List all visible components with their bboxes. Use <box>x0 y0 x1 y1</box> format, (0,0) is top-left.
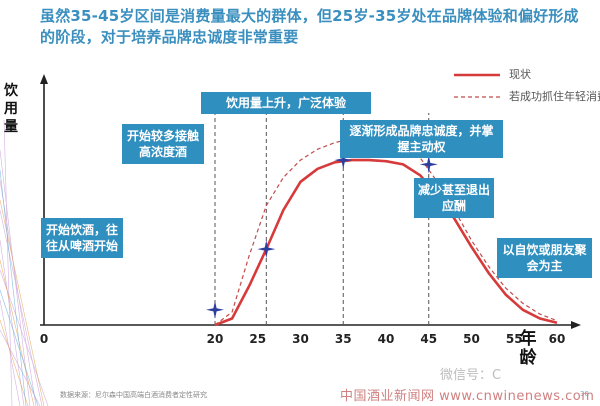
x-tick-label-60: 60 <box>549 332 566 346</box>
x-tick-label-55: 55 <box>506 332 523 346</box>
annotation-brand-loyalty: 逐渐形成品牌忠诚度，并掌握主动权 <box>340 120 503 158</box>
data-point-star-2 <box>257 240 276 259</box>
data-source-note: 数据来源：尼尔森中国高端白酒消费者定性研究 <box>60 391 207 399</box>
annotation-self-drinking: 以自饮或朋友聚会为主 <box>497 238 592 278</box>
page-number: 30 <box>580 390 589 398</box>
annotation-reduce-socializing: 减少甚至退出应酬 <box>414 178 494 218</box>
data-point-star-4 <box>419 155 438 174</box>
x-tick-label-30: 30 <box>292 332 309 346</box>
site-watermark: 中国酒业新闻网 www.cnwinenews.com <box>340 389 595 404</box>
y-axis-arrow <box>40 74 48 84</box>
legend-label-target: 若成功抓住年轻消费者后 <box>509 90 600 103</box>
annotation-start-drinking: 开始饮酒，往往从啤酒开始 <box>41 218 123 258</box>
y-axis-label: 饮用量 <box>4 83 18 135</box>
x-tick-label-50: 50 <box>463 332 480 346</box>
x-tick-label-25: 25 <box>249 332 266 346</box>
x-tick-label-40: 40 <box>378 332 395 346</box>
legend-swatch-current <box>454 73 500 77</box>
annotation-consumption-rise: 饮用量上升，广泛体验 <box>201 92 371 114</box>
slide-title: 虽然35-45岁区间是消费量最大的群体，但25岁-35岁处在品牌体验和偏好形成的… <box>40 7 579 46</box>
x-axis-label: 年龄 <box>519 329 537 368</box>
legend-swatch-target <box>454 96 500 98</box>
x-tick-label-35: 35 <box>335 332 352 346</box>
x-tick-label-20: 20 <box>207 332 224 346</box>
legend-label-current: 现状 <box>509 68 531 81</box>
annotation-high-strength-liquor: 开始较多接触高浓度酒 <box>122 124 204 164</box>
series-line-current <box>214 158 558 327</box>
x-axis-arrow <box>571 321 581 329</box>
data-point-star-1 <box>206 300 224 319</box>
x-tick-label-45: 45 <box>420 332 437 346</box>
x-tick-label-0: 0 <box>40 332 48 346</box>
wechat-watermark: 微信号：C <box>440 368 502 383</box>
data-point-star-3 <box>334 151 353 170</box>
